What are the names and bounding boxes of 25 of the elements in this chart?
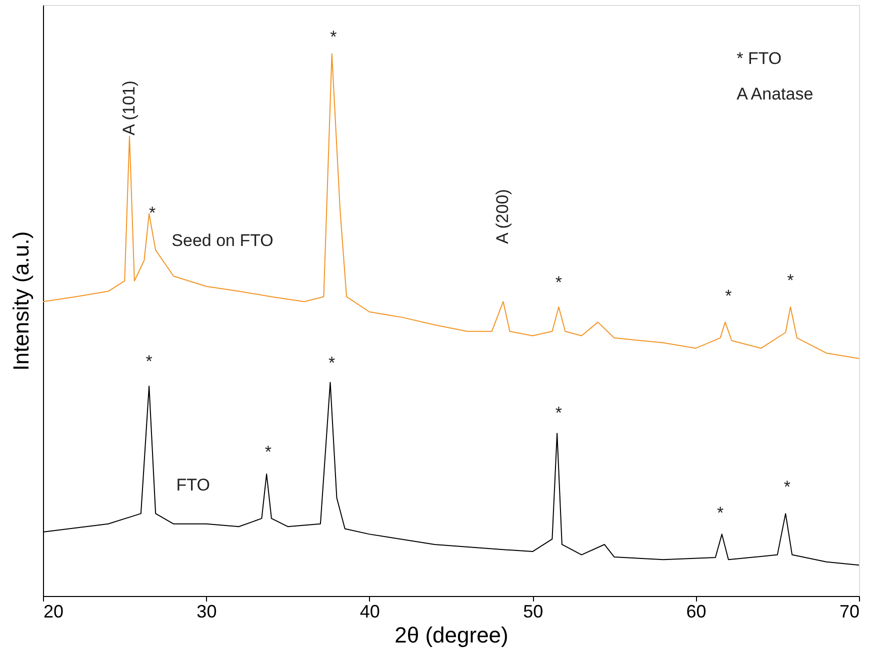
annotation: * [328, 353, 336, 372]
annotation: * [146, 352, 153, 371]
annotation: * [787, 270, 794, 290]
annotation: * [555, 403, 562, 422]
x-axis-title: 2θ (degree) [394, 622, 508, 648]
annotation: * [555, 273, 562, 292]
annotation: * [149, 204, 156, 223]
annotation: * [264, 442, 272, 462]
x-tick-label: 60 [686, 602, 706, 622]
annotation: FTO [176, 475, 210, 494]
annotation: A (200) [493, 189, 512, 244]
annotation: * [784, 478, 791, 497]
annotation: Seed on FTO [172, 230, 274, 250]
x-tick-label: 70 [839, 602, 860, 622]
x-tick-label: 50 [523, 602, 544, 622]
x-tick-label: 40 [360, 602, 380, 622]
annotation: * [725, 286, 732, 306]
annotation: A (101) [119, 80, 138, 136]
text: * [330, 28, 338, 47]
x-tick-label: 30 [196, 602, 217, 622]
annotation: A Anatase [736, 84, 814, 104]
annotation: * [716, 504, 724, 523]
x-tick-label: 20 [44, 602, 64, 622]
annotation: * FTO [736, 49, 782, 68]
y-axis-title: Intensity (a.u.) [8, 231, 34, 371]
